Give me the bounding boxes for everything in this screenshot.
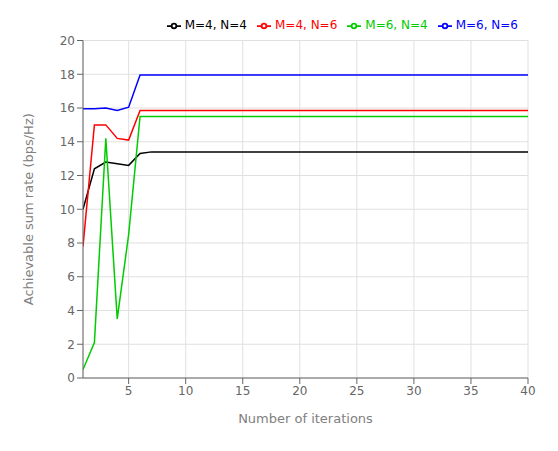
svg-text:8: 8 (67, 236, 75, 250)
svg-text:16: 16 (60, 101, 75, 115)
svg-text:20: 20 (60, 34, 75, 48)
svg-text:12: 12 (60, 169, 75, 183)
svg-text:0: 0 (67, 371, 75, 385)
html-text:M=6, N=6: M=6, N=6 (455, 18, 518, 32)
svg-text:40: 40 (520, 384, 535, 398)
svg-text:30: 30 (406, 384, 421, 398)
svg-text:10: 10 (60, 203, 75, 217)
svg-text:25: 25 (349, 384, 364, 398)
svg-text:4: 4 (67, 304, 75, 318)
svg-text:14: 14 (60, 135, 75, 149)
html-text:M=4, N=4: M=4, N=4 (184, 18, 247, 32)
svg-text:15: 15 (235, 384, 250, 398)
svg-text:20: 20 (292, 384, 307, 398)
svg-text:35: 35 (463, 384, 478, 398)
html-text:M=6, N=4: M=6, N=4 (365, 18, 428, 32)
html-text:M=4, N=6: M=4, N=6 (275, 18, 338, 32)
svg-text:18: 18 (60, 68, 75, 82)
svg-text:6: 6 (67, 270, 75, 284)
svg-text:10: 10 (178, 384, 193, 398)
svg-text:Number of iterations: Number of iterations (238, 411, 373, 426)
svg-text:5: 5 (125, 384, 133, 398)
svg-text:Achievable sum rate (bps/Hz): Achievable sum rate (bps/Hz) (21, 113, 36, 305)
svg-text:2: 2 (67, 338, 75, 352)
